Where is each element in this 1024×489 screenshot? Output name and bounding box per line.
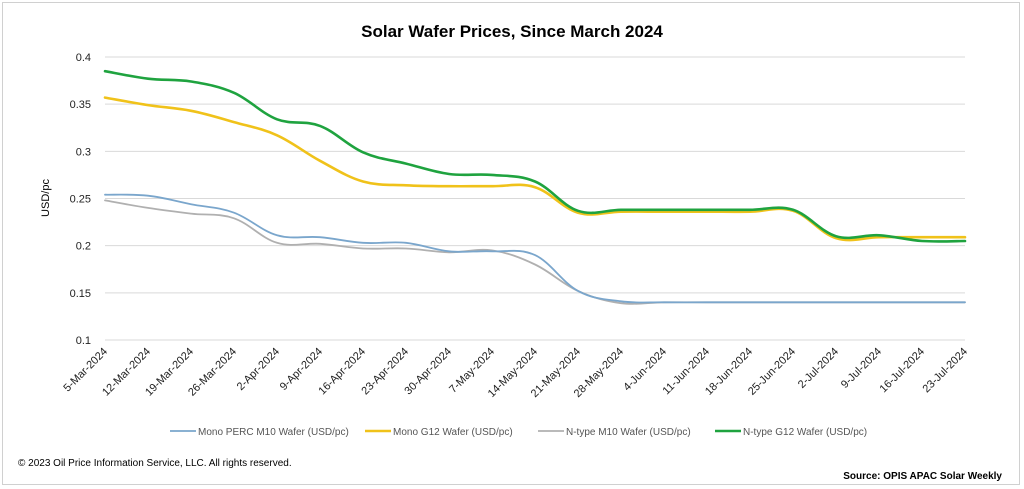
legend-label: N-type G12 Wafer (USD/pc) <box>743 427 867 438</box>
series-lines <box>103 69 967 305</box>
y-tick-label: 0.35 <box>70 99 91 111</box>
x-axis-ticks: 5-Mar-202412-Mar-202419-Mar-202426-Mar-2… <box>61 346 970 400</box>
copyright-note: © 2023 Oil Price Information Service, LL… <box>18 458 292 469</box>
legend-label: Mono G12 Wafer (USD/pc) <box>393 427 513 438</box>
series-line-3 <box>103 69 967 243</box>
y-tick-label: 0.15 <box>70 288 91 300</box>
grid-lines <box>105 56 965 341</box>
y-tick-label: 0.4 <box>76 52 91 64</box>
source-note: Source: OPIS APAC Solar Weekly <box>843 471 1002 482</box>
y-axis-label: USD/pc <box>40 179 52 217</box>
series-line-1 <box>103 96 967 242</box>
legend-label: N-type M10 Wafer (USD/pc) <box>566 427 691 438</box>
y-tick-label: 0.1 <box>76 335 91 347</box>
legend-label: Mono PERC M10 Wafer (USD/pc) <box>198 427 349 438</box>
x-tick-label: 23-Jul-2024 <box>921 346 971 396</box>
x-tick-label: 9-Jul-2024 <box>839 346 884 391</box>
y-tick-label: 0.3 <box>76 146 91 158</box>
x-tick-label: 2-Jul-2024 <box>796 346 841 391</box>
y-tick-label: 0.25 <box>70 194 91 206</box>
y-axis-ticks: 0.1 0.15 0.2 0.25 0.3 0.35 0.4 <box>70 52 91 347</box>
series-line-2 <box>104 199 966 305</box>
legend: Mono PERC M10 Wafer (USD/pc) Mono G12 Waf… <box>170 427 867 438</box>
x-tick-label: 2-Apr-2024 <box>235 346 282 393</box>
chart-title: Solar Wafer Prices, Since March 2024 <box>361 22 663 41</box>
series-line-0 <box>104 193 966 304</box>
y-tick-label: 0.2 <box>76 241 91 253</box>
x-tick-label: 16-Jul-2024 <box>878 346 928 396</box>
